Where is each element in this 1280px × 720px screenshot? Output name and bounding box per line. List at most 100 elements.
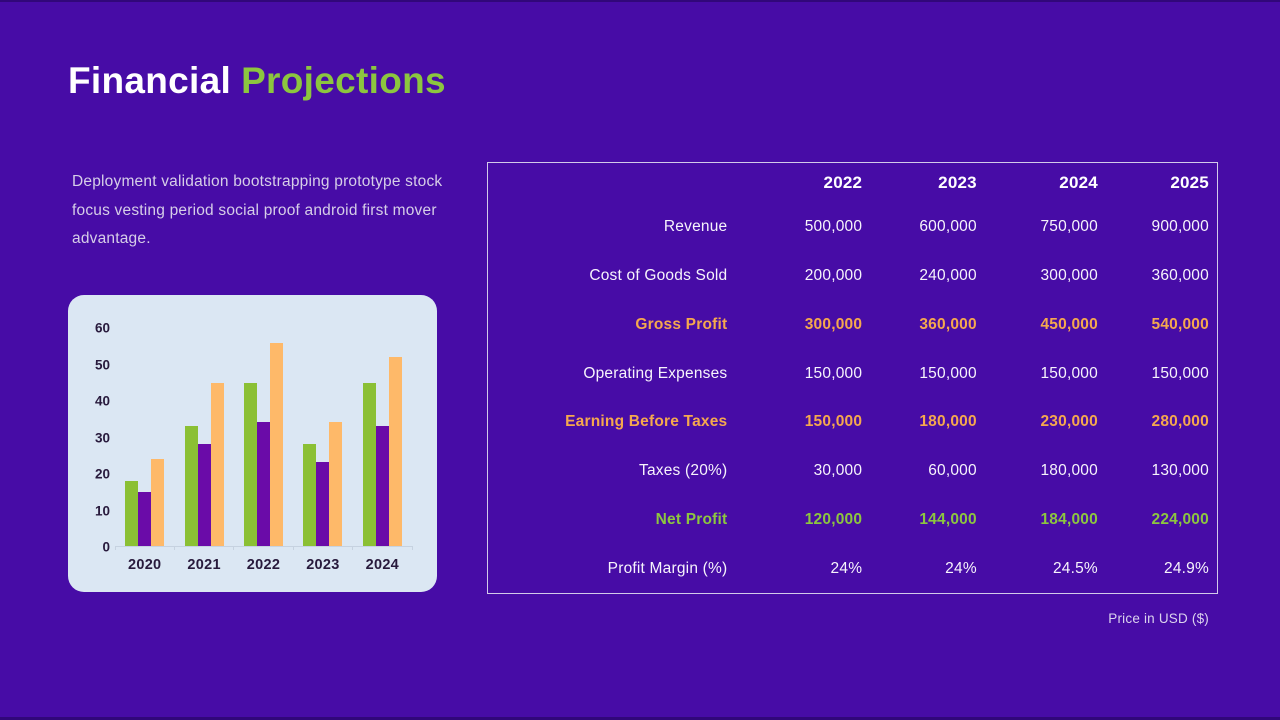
cell-value: 184,000 (1040, 510, 1098, 528)
cell-value: 200,000 (804, 267, 863, 285)
cell-value: 150,000 (919, 364, 977, 382)
row-label: Profit Margin (%) (607, 559, 728, 577)
y-tick-label: 40 (94, 393, 110, 409)
bar-series-purple (316, 462, 330, 546)
chart-plot (114, 328, 413, 550)
table-row: Net Profit 120,000 144,000 184,000 224,000 (488, 496, 1209, 545)
bar-series-purple (257, 422, 271, 546)
header-year: 2024 (1059, 173, 1098, 192)
header-year: 2022 (823, 173, 863, 192)
x-tick-label: 2022 (246, 557, 281, 573)
table-row: Operating Expenses 150,000 150,000 150,000 1… (488, 349, 1209, 398)
cell-value: 30,000 (813, 462, 863, 480)
cell-value: 230,000 (1040, 413, 1098, 431)
bar-group-2022 (234, 328, 293, 546)
cell-value: 900,000 (1151, 218, 1209, 236)
bar-series-orange (210, 382, 224, 546)
description-text: Deployment validation bootstrapping prot… (72, 173, 443, 247)
x-axis-tick (411, 546, 413, 550)
table-row: Gross Profit 300,000 360,000 450,000 540,000 (488, 301, 1209, 350)
cell-value: 300,000 (1040, 267, 1098, 285)
cell-value: 240,000 (919, 267, 977, 285)
page-title: Financial Projections (68, 60, 446, 102)
bar-series-orange (329, 422, 343, 546)
cell-value: 120,000 (804, 510, 863, 528)
financial-table: 2022 2023 2024 2025 Revenue 500,000 600,000 750… (487, 162, 1218, 594)
y-tick-label: 50 (94, 357, 110, 372)
cell-value: 280,000 (1151, 413, 1209, 431)
x-axis-tick (292, 546, 294, 550)
x-tick-label: 2021 (187, 557, 221, 573)
y-tick-label: 60 (94, 320, 110, 336)
cell-value: 24% (945, 559, 977, 577)
cell-value: 300,000 (804, 315, 863, 333)
cell-value: 24% (830, 559, 863, 577)
bar-series-green (362, 382, 376, 546)
table-row: Cost of Goods Sold 200,000 240,000 300,000 3… (488, 252, 1209, 301)
cell-value: 450,000 (1040, 315, 1098, 333)
cell-value: 600,000 (919, 218, 977, 236)
chart-y-axis: 0 10 20 30 40 50 60 (82, 321, 110, 555)
row-label: Gross Profit (635, 315, 728, 333)
y-tick-label: 30 (94, 430, 110, 445)
cell-value: 180,000 (919, 413, 977, 431)
x-tick-label: 2020 (127, 557, 162, 573)
row-label: Taxes (20%) (639, 462, 728, 480)
cell-value: 150,000 (1151, 364, 1209, 382)
x-axis-tick (173, 546, 175, 550)
title-part-1: Financial (68, 60, 232, 101)
cell-value: 360,000 (919, 315, 977, 333)
cell-value: 360,000 (1151, 267, 1209, 285)
y-tick-label: 10 (94, 503, 110, 519)
cell-value: 144,000 (919, 510, 977, 528)
cell-value: 750,000 (1040, 218, 1098, 236)
cell-value: 150,000 (804, 413, 863, 431)
cell-value: 150,000 (804, 364, 863, 382)
cell-value: 130,000 (1151, 462, 1209, 480)
row-label: Operating Expenses (583, 364, 728, 382)
bar-series-purple (138, 491, 152, 546)
row-label: Revenue (663, 218, 728, 236)
bar-group-2024 (353, 328, 412, 546)
row-label: Earning Before Taxes (565, 413, 728, 431)
y-tick-label: 0 (102, 539, 110, 555)
bar-series-green (125, 480, 139, 546)
cell-value: 180,000 (1040, 462, 1098, 480)
table-row: Profit Margin (%) 24% 24% 24.5% 24.9% (488, 544, 1209, 593)
row-label: Net Profit (655, 510, 728, 528)
bar-chart-card: 0 10 20 30 40 50 60 2020 2021 2022 2023 2024 (68, 295, 437, 592)
header-year: 2023 (938, 173, 977, 192)
x-axis-tick (233, 546, 235, 550)
table-row: Earning Before Taxes 150,000 180,000 230,00… (488, 398, 1209, 447)
header-year: 2025 (1170, 173, 1209, 192)
table-header-row: 2022 2023 2024 2025 (488, 163, 1209, 203)
cell-value: 540,000 (1151, 315, 1209, 333)
cell-value: 224,000 (1151, 510, 1209, 528)
bar-group-2023 (293, 328, 352, 546)
cell-value: 60,000 (928, 462, 977, 480)
x-tick-label: 2024 (365, 557, 400, 573)
bar-series-green (303, 444, 317, 546)
cell-value: 24.5% (1052, 559, 1098, 577)
bar-group-2020 (115, 328, 174, 546)
bar-series-orange (270, 342, 284, 546)
cell-value: 150,000 (1040, 364, 1098, 382)
x-tick-label: 2023 (306, 557, 340, 573)
bar-series-green (244, 382, 258, 546)
title-part-2: Projections (241, 60, 446, 101)
chart-x-labels: 2020 2021 2022 2023 2024 (115, 557, 412, 573)
bottom-edge (0, 717, 1280, 720)
x-axis-tick (352, 546, 354, 550)
y-tick-label: 20 (94, 466, 110, 482)
bar-series-purple (197, 444, 211, 546)
row-label: Cost of Goods Sold (589, 267, 728, 285)
bar-series-green (184, 426, 198, 546)
top-edge (0, 0, 1280, 2)
bar-series-orange (388, 357, 402, 546)
table-row: Taxes (20%) 30,000 60,000 180,000 130,000 (488, 447, 1209, 496)
cell-value: 500,000 (804, 218, 863, 236)
x-axis-tick (114, 546, 116, 550)
bar-series-purple (375, 426, 389, 546)
table-row: Revenue 500,000 600,000 750,000 900,000 (488, 203, 1209, 252)
